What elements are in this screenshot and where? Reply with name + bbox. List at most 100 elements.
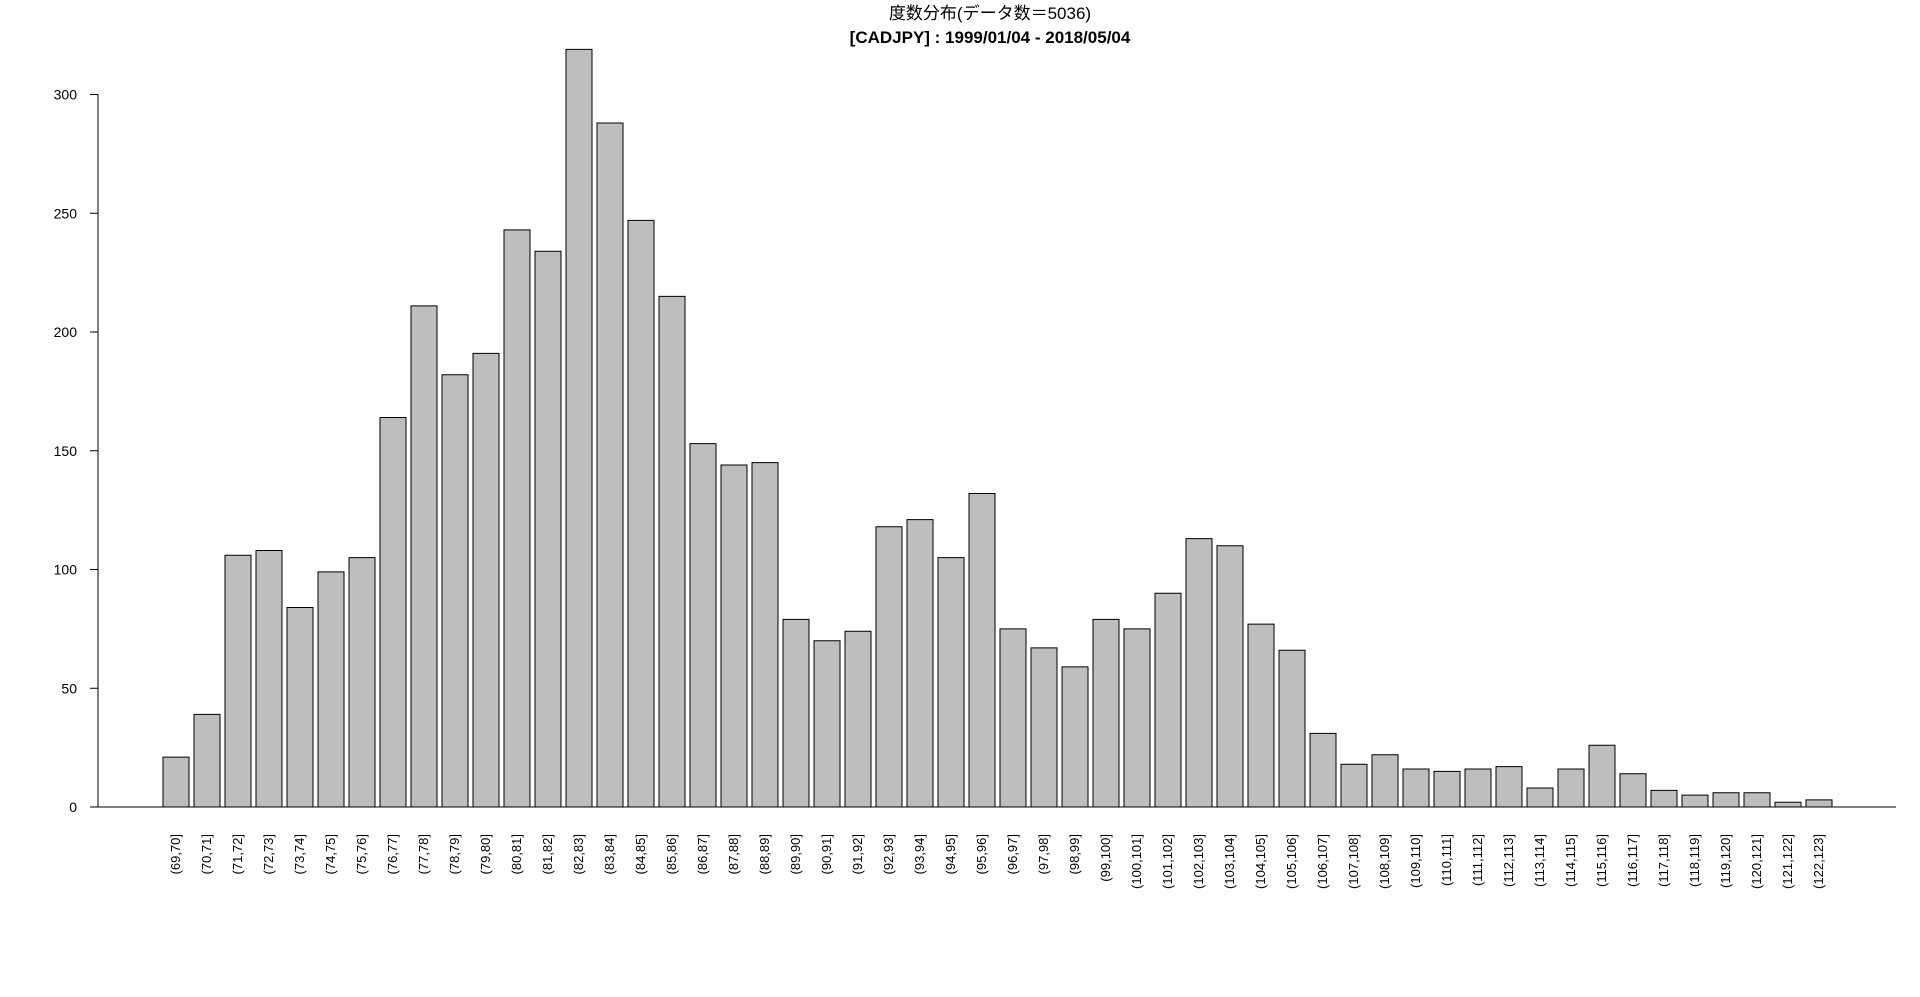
bar [379, 417, 407, 808]
x-tick-label: (104,105] [1253, 834, 1268, 889]
bar [1402, 768, 1430, 808]
x-tick-label: (93,94] [912, 834, 927, 874]
bar [751, 462, 779, 808]
x-tick-label: (97,98] [1036, 834, 1051, 874]
bar [1030, 647, 1058, 808]
bar [1464, 768, 1492, 808]
x-tick-label: (101,102] [1160, 834, 1175, 889]
x-tick-label: (113,114] [1532, 834, 1547, 887]
x-tick-label: (89,90] [788, 834, 803, 874]
x-tick-label: (90,91] [819, 834, 834, 874]
bar [1495, 766, 1523, 808]
bar [348, 557, 376, 808]
bar [875, 526, 903, 808]
x-tick-label: (84,85] [633, 834, 648, 874]
bar [658, 295, 686, 808]
y-tick-label: 250 [54, 205, 78, 221]
chart-title: 度数分布(データ数＝5036) [889, 3, 1091, 23]
bar [968, 493, 996, 808]
bar [844, 630, 872, 808]
x-tick-label: (108,109] [1377, 834, 1392, 889]
bar [813, 640, 841, 808]
x-tick-label: (73,74] [292, 834, 307, 874]
bar [1743, 792, 1771, 808]
x-tick-label: (82,83] [571, 834, 586, 874]
x-tick-label: (100,101] [1129, 834, 1144, 889]
x-tick-label: (85,86] [664, 834, 679, 874]
y-tick-label: 100 [54, 562, 78, 578]
x-tick-label: (87,88] [726, 834, 741, 874]
x-tick-label: (103,104] [1222, 834, 1237, 889]
x-tick-label: (72,73] [261, 834, 276, 874]
bar [1681, 794, 1709, 808]
bar [565, 48, 593, 808]
x-tick-label: (121,122] [1780, 834, 1795, 889]
x-tick-label: (110,111] [1439, 834, 1454, 886]
x-axis: (69,70] (70,71] (71,72] (72,73] (73,74] (74,7… [98, 806, 1896, 889]
x-tick-label: (112,113] [1501, 834, 1516, 887]
bar [317, 571, 345, 808]
bar [1340, 763, 1368, 808]
x-tick-label: (76,77] [385, 834, 400, 874]
bar [193, 713, 221, 808]
bar [472, 352, 500, 808]
bar [224, 554, 252, 808]
bar [906, 519, 934, 808]
x-tick-label: (80,81] [509, 834, 524, 874]
x-tick-label: (75,76] [354, 834, 369, 874]
y-axis: 0 50 100 150 200 250 300 [54, 87, 99, 815]
bar [720, 464, 748, 808]
bar [1526, 787, 1554, 808]
x-tick-label: (96,97] [1005, 834, 1020, 874]
bar [1433, 770, 1461, 808]
x-tick-label: (86,87] [695, 834, 710, 874]
bar [1123, 628, 1151, 808]
x-tick-label: (74,75] [323, 834, 338, 874]
bar [999, 628, 1027, 808]
bar [1185, 538, 1213, 808]
bar [1061, 666, 1089, 808]
x-tick-label: (119,120] [1718, 834, 1733, 888]
x-tick-label: (71,72] [230, 834, 245, 874]
x-tick-label: (117,118] [1656, 834, 1671, 887]
bar [1309, 732, 1337, 808]
x-tick-label: (102,103] [1191, 834, 1206, 889]
chart-subtitle: [CADJPY] : 1999/01/04 - 2018/05/04 [850, 28, 1131, 47]
x-tick-label: (79,80] [478, 834, 493, 874]
bar [1650, 789, 1678, 808]
x-tick-label: (95,96] [974, 834, 989, 874]
x-tick-label: (94,95] [943, 834, 958, 874]
x-tick-label: (70,71] [199, 834, 214, 874]
bar [1092, 618, 1120, 808]
bar [503, 229, 531, 808]
bar [1557, 768, 1585, 808]
x-tick-label: (118,119] [1687, 834, 1702, 887]
y-tick-label: 150 [54, 443, 78, 459]
x-tick-label: (111,112] [1470, 834, 1485, 886]
x-tick-label: (109,110] [1408, 834, 1423, 888]
bar [627, 219, 655, 808]
bar [1774, 801, 1802, 808]
bar [782, 618, 810, 808]
x-tick-label: (122,123] [1811, 834, 1826, 889]
x-tick-label: (91,92] [850, 834, 865, 874]
bar [410, 305, 438, 808]
bar [1371, 754, 1399, 808]
bar [1216, 545, 1244, 808]
x-tick-label: (83,84] [602, 834, 617, 874]
x-tick-label: (88,89] [757, 834, 772, 874]
bar [596, 122, 624, 808]
x-tick-label: (69,70] [168, 834, 183, 874]
bar [255, 550, 283, 808]
bar [534, 250, 562, 808]
x-tick-label: (105,106] [1284, 834, 1299, 889]
bar [1712, 792, 1740, 808]
bar [1805, 799, 1833, 808]
x-tick-label: (120,121] [1749, 834, 1764, 889]
x-tick-label: (99,100] [1098, 834, 1113, 882]
bar [441, 374, 469, 808]
x-tick-label: (78,79] [447, 834, 462, 874]
y-tick-label: 0 [69, 799, 77, 815]
bar [1154, 592, 1182, 808]
